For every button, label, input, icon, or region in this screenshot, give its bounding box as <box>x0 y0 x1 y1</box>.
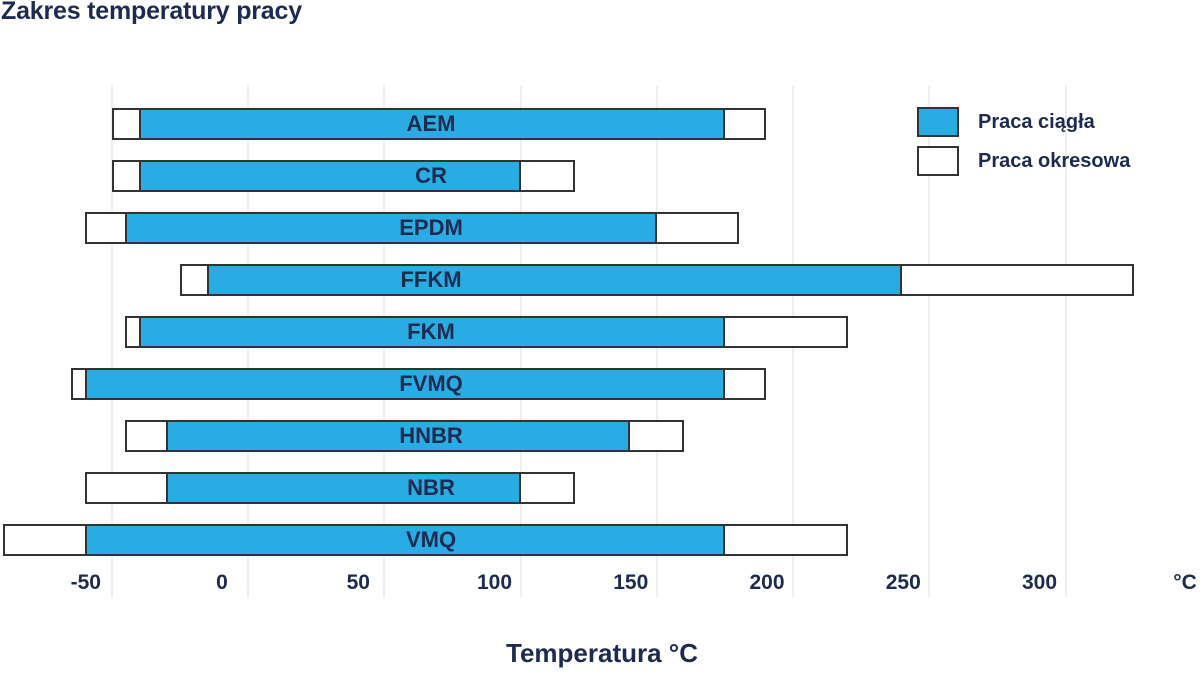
legend-swatch-ciagla-icon <box>917 107 959 137</box>
x-axis-tick-label-50: 50 <box>346 571 370 594</box>
legend-swatch-okresowa-icon <box>917 146 959 176</box>
x-axis-tick-label-300: 300 <box>1021 571 1058 594</box>
x-axis-tick-label-100: 100 <box>476 571 513 594</box>
bar-label-ffkm: FFKM <box>400 267 462 292</box>
bar-ciagla-hnbr <box>166 420 630 452</box>
x-axis-tick-label--50: -50 <box>70 571 101 594</box>
x-axis-title: Temperatura °C <box>506 638 698 668</box>
bar-ciagla-epdm <box>125 212 657 244</box>
bar-label-hnbr: HNBR <box>399 423 463 448</box>
legend-item-okresowa: Praca okresowa <box>917 146 1130 176</box>
x-axis-unit-label: °C <box>1173 571 1197 594</box>
bar-ciagla-cr <box>139 160 521 192</box>
bar-ciagla-fvmq <box>84 368 725 400</box>
x-axis-tick-label-200: 200 <box>749 571 785 594</box>
bar-label-fvmq: FVMQ <box>399 371 463 396</box>
bar-label-cr: CR <box>415 163 447 188</box>
gridline <box>928 85 931 597</box>
chart-title: Zakres temperatury pracy <box>1 0 302 25</box>
x-axis-tick-label-250: 250 <box>885 571 921 594</box>
bar-label-vmq: VMQ <box>405 527 457 552</box>
bar-ciagla-vmq <box>84 524 725 556</box>
bar-label-fkm: FKM <box>407 319 455 344</box>
bar-label-nbr: NBR <box>407 475 455 500</box>
x-axis-tick-label-150: 150 <box>613 571 649 594</box>
bar-ciagla-fkm <box>139 316 725 348</box>
bar-ciagla-nbr <box>166 472 521 504</box>
bar-ciagla-ffkm <box>207 264 902 296</box>
bar-label-epdm: EPDM <box>399 215 463 240</box>
bar-ciagla-aem <box>139 108 725 140</box>
legend-label-ciagla: Praca ciągła <box>978 110 1095 133</box>
x-axis-tick-label-0: 0 <box>216 571 228 594</box>
gridline <box>110 85 113 597</box>
legend-label-okresowa: Praca okresowa <box>978 149 1131 172</box>
legend-item-ciagla: Praca ciągła <box>917 107 1095 137</box>
bar-label-aem: AEM <box>406 111 456 136</box>
gridline <box>1064 85 1067 597</box>
